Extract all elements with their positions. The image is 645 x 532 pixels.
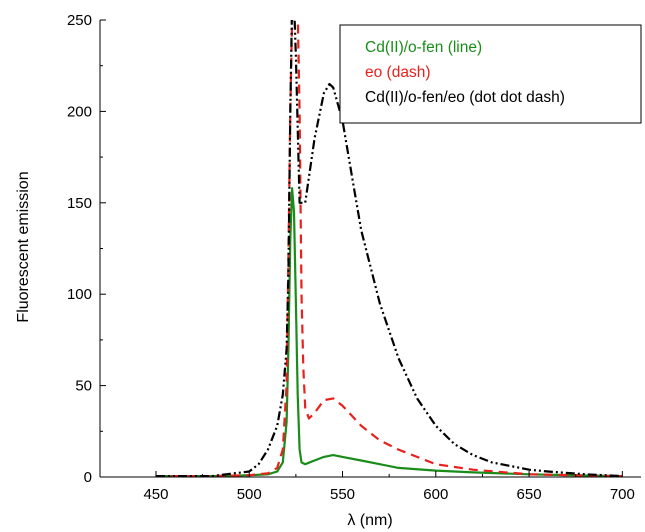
- y-tick-label: 250: [67, 12, 92, 29]
- y-tick-label: 50: [75, 378, 92, 395]
- y-tick-label: 0: [84, 469, 92, 486]
- y-tick-label: 100: [67, 286, 92, 303]
- x-tick-label: 450: [143, 486, 168, 503]
- axes-layer: 450 500 550 600 650 700 0 50 100 150 200 250: [67, 12, 641, 503]
- x-tick-label: 600: [423, 486, 448, 503]
- x-axis-label: λ (nm): [347, 512, 392, 529]
- x-tick-label: 650: [517, 486, 542, 503]
- series-line-0: [156, 187, 623, 477]
- legend-label-1: eo (dash): [365, 64, 430, 81]
- legend-box: [339, 24, 642, 124]
- series-line-1: [156, 20, 623, 477]
- series-layer: [156, 20, 623, 477]
- x-tick-label: 500: [237, 486, 262, 503]
- x-tick-label: 700: [610, 486, 635, 503]
- y-tick-label: 150: [67, 195, 92, 212]
- y-tick-label: 200: [67, 103, 92, 120]
- x-tick-label: 550: [330, 486, 355, 503]
- series-line-2: [156, 20, 623, 477]
- y-axis-label: Fluorescent emission: [15, 171, 32, 322]
- legend-label-2: Cd(II)/o-fen/eo (dot dot dash): [365, 89, 565, 106]
- legend: Cd(II)/o-fen (line) eo (dash) Cd(II)/o-f…: [339, 24, 642, 124]
- legend-label-0: Cd(II)/o-fen (line): [365, 39, 482, 56]
